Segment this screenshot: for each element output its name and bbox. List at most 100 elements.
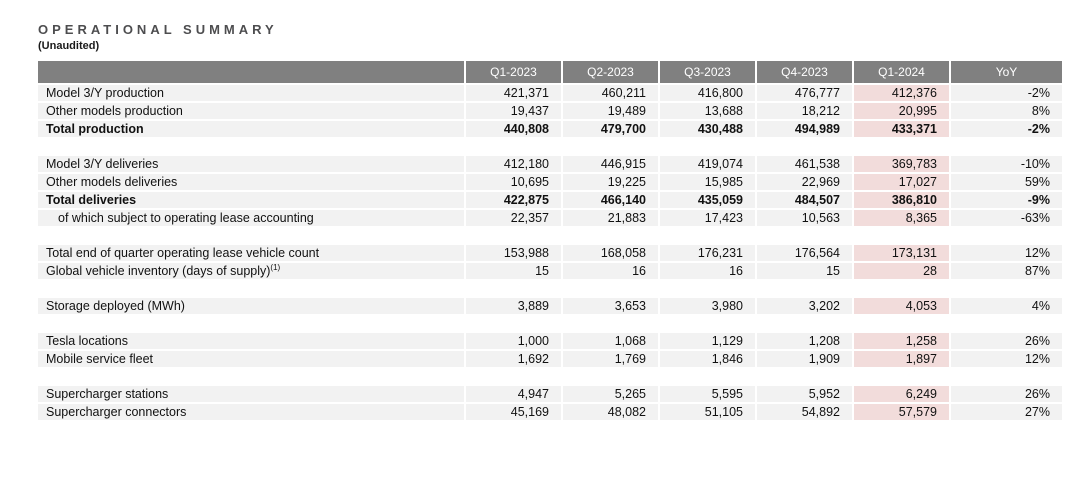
cell: 4,947 bbox=[465, 385, 563, 404]
cell: 476,777 bbox=[756, 83, 854, 103]
cell: 461,538 bbox=[756, 155, 854, 174]
table-row: Storage deployed (MWh) 3,889 3,653 3,980 3,2… bbox=[38, 297, 1062, 316]
cell: 54,892 bbox=[756, 402, 854, 422]
cell-highlighted: 1,258 bbox=[853, 332, 951, 351]
cell: 1,909 bbox=[756, 349, 854, 369]
row-label: Total production bbox=[38, 119, 466, 139]
cell-highlighted: 412,376 bbox=[853, 83, 951, 103]
page-subtitle: (Unaudited) bbox=[38, 39, 100, 52]
cell-highlighted: 20,995 bbox=[853, 101, 951, 121]
row-label: Mobile service fleet bbox=[38, 349, 466, 369]
spacer-cell bbox=[38, 226, 1062, 245]
table-row: Model 3/Y production 421,371 460,211 416,80… bbox=[38, 83, 1062, 103]
section-spacer bbox=[38, 279, 1062, 298]
column-header: YoY bbox=[950, 60, 1062, 85]
cell: 1,769 bbox=[562, 349, 660, 369]
cell: 422,875 bbox=[465, 190, 563, 210]
cell: -63% bbox=[950, 208, 1062, 228]
table-row: Other models deliveries 10,695 19,225 15,98… bbox=[38, 172, 1062, 192]
cell: 494,989 bbox=[756, 119, 854, 139]
cell: 18,212 bbox=[756, 101, 854, 121]
cell: 446,915 bbox=[562, 155, 660, 174]
cell: 3,653 bbox=[562, 297, 660, 316]
cell: 5,265 bbox=[562, 385, 660, 404]
spacer-cell bbox=[38, 137, 1062, 156]
cell: 12% bbox=[950, 244, 1062, 263]
cell: 421,371 bbox=[465, 83, 563, 103]
cell: 59% bbox=[950, 172, 1062, 192]
cell: 45,169 bbox=[465, 402, 563, 422]
row-label: Supercharger connectors bbox=[38, 402, 466, 422]
cell: 416,800 bbox=[659, 83, 757, 103]
cell-highlighted: 28 bbox=[853, 261, 951, 281]
section-spacer bbox=[38, 314, 1062, 333]
cell: 3,202 bbox=[756, 297, 854, 316]
cell: 1,068 bbox=[562, 332, 660, 351]
column-header: Q1-2023 bbox=[465, 60, 563, 85]
spacer-cell bbox=[38, 367, 1062, 386]
cell-highlighted: 8,365 bbox=[853, 208, 951, 228]
cell: 22,969 bbox=[756, 172, 854, 192]
cell: 21,883 bbox=[562, 208, 660, 228]
table-body: Model 3/Y production 421,371 460,211 416,80… bbox=[38, 83, 1062, 422]
row-label: Total end of quarter operating lease veh… bbox=[38, 244, 466, 263]
cell: 26% bbox=[950, 385, 1062, 404]
cell: 19,225 bbox=[562, 172, 660, 192]
cell: 10,563 bbox=[756, 208, 854, 228]
cell: 460,211 bbox=[562, 83, 660, 103]
cell: 16 bbox=[562, 261, 660, 281]
table-row: Supercharger stations 4,947 5,265 5,595 5,95… bbox=[38, 385, 1062, 404]
cell: 3,889 bbox=[465, 297, 563, 316]
table-row: Model 3/Y deliveries 412,180 446,915 419,07… bbox=[38, 155, 1062, 174]
cell: 51,105 bbox=[659, 402, 757, 422]
cell: 13,688 bbox=[659, 101, 757, 121]
cell: 15,985 bbox=[659, 172, 757, 192]
cell: 1,846 bbox=[659, 349, 757, 369]
cell: -2% bbox=[950, 119, 1062, 139]
row-label: Storage deployed (MWh) bbox=[38, 297, 466, 316]
section-spacer bbox=[38, 137, 1062, 156]
cell: 479,700 bbox=[562, 119, 660, 139]
row-label: Model 3/Y production bbox=[38, 83, 466, 103]
cell: 8% bbox=[950, 101, 1062, 121]
cell-highlighted: 1,897 bbox=[853, 349, 951, 369]
cell-highlighted: 17,027 bbox=[853, 172, 951, 192]
column-header-empty bbox=[38, 60, 466, 85]
cell: 26% bbox=[950, 332, 1062, 351]
row-label: Tesla locations bbox=[38, 332, 466, 351]
cell-highlighted: 173,131 bbox=[853, 244, 951, 263]
table-row: Total production 440,808 479,700 430,488 494… bbox=[38, 119, 1062, 139]
cell: 430,488 bbox=[659, 119, 757, 139]
cell: 1,208 bbox=[756, 332, 854, 351]
cell: 168,058 bbox=[562, 244, 660, 263]
cell: 15 bbox=[756, 261, 854, 281]
table-row: Mobile service fleet 1,692 1,769 1,846 1,909… bbox=[38, 349, 1062, 369]
row-label: of which subject to operating lease acco… bbox=[38, 208, 466, 228]
cell: 3,980 bbox=[659, 297, 757, 316]
page-title: OPERATIONAL SUMMARY bbox=[38, 22, 278, 37]
cell: 22,357 bbox=[465, 208, 563, 228]
cell: 87% bbox=[950, 261, 1062, 281]
cell: 19,489 bbox=[562, 101, 660, 121]
row-label: Total deliveries bbox=[38, 190, 466, 210]
table-row: of which subject to operating lease acco… bbox=[38, 208, 1062, 228]
cell: 17,423 bbox=[659, 208, 757, 228]
column-header: Q2-2023 bbox=[562, 60, 660, 85]
spacer-cell bbox=[38, 314, 1062, 333]
cell: -10% bbox=[950, 155, 1062, 174]
summary-table: Q1-2023 Q2-2023 Q3-2023 Q4-2023 Q1-2024 YoY M… bbox=[38, 60, 1062, 422]
spacer-cell bbox=[38, 279, 1062, 298]
row-label: Other models production bbox=[38, 101, 466, 121]
cell: 48,082 bbox=[562, 402, 660, 422]
column-header: Q3-2023 bbox=[659, 60, 757, 85]
cell: 10,695 bbox=[465, 172, 563, 192]
cell: 176,564 bbox=[756, 244, 854, 263]
cell: 1,692 bbox=[465, 349, 563, 369]
cell: 176,231 bbox=[659, 244, 757, 263]
cell-highlighted: 433,371 bbox=[853, 119, 951, 139]
cell: 4% bbox=[950, 297, 1062, 316]
cell: 27% bbox=[950, 402, 1062, 422]
cell-highlighted: 6,249 bbox=[853, 385, 951, 404]
cell: 484,507 bbox=[756, 190, 854, 210]
cell: -2% bbox=[950, 83, 1062, 103]
